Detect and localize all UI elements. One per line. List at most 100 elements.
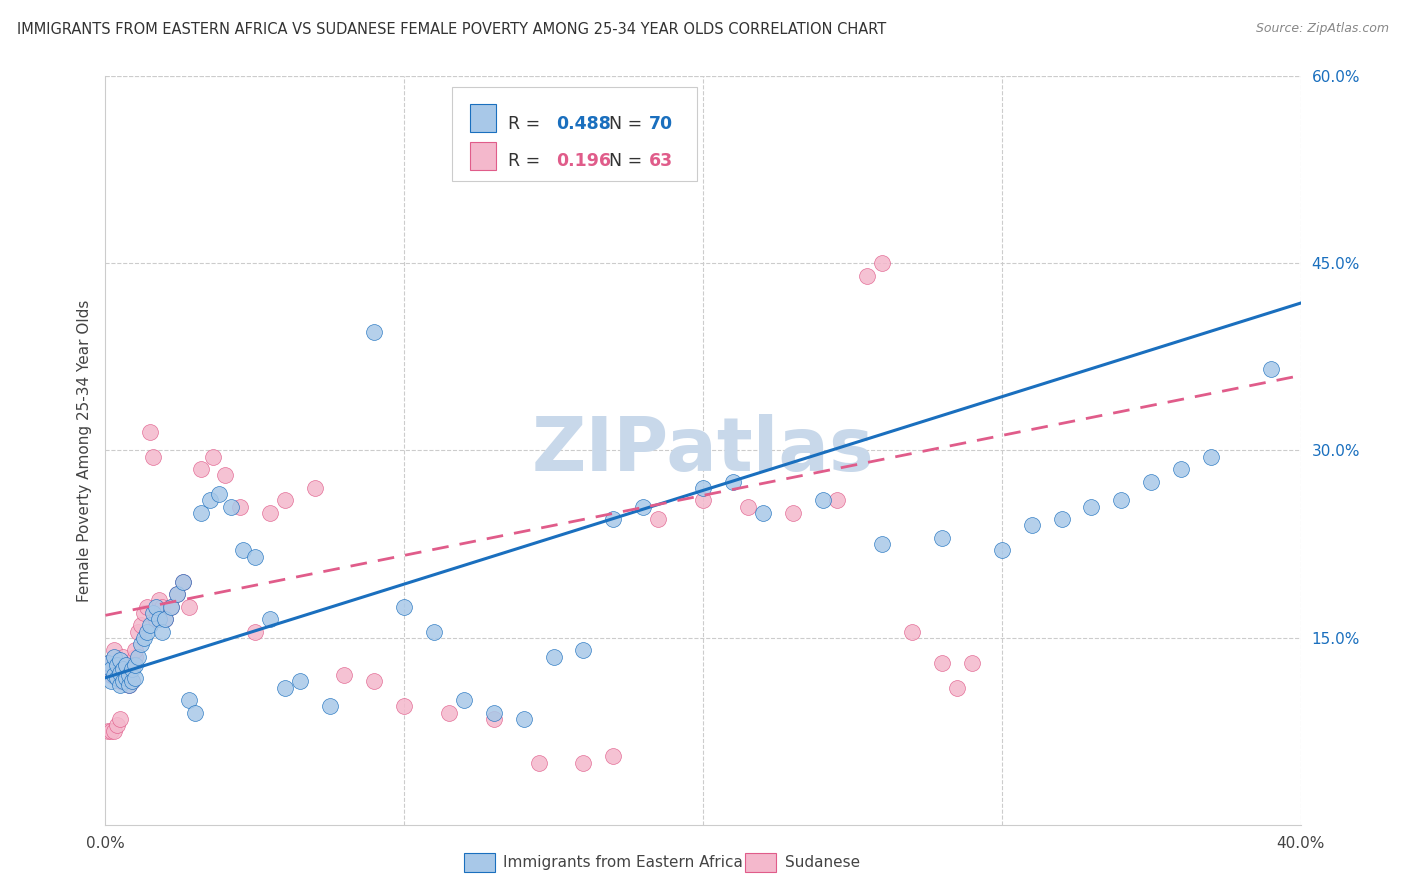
- Point: [1170, 462, 1192, 476]
- Point: [363, 325, 385, 339]
- Point: [782, 506, 804, 520]
- Point: [333, 668, 356, 682]
- Point: [129, 637, 153, 651]
- Point: [124, 649, 146, 664]
- Point: [527, 756, 550, 770]
- Point: [394, 599, 416, 614]
- Point: [118, 668, 141, 682]
- Point: [97, 656, 120, 670]
- Point: [177, 599, 201, 614]
- FancyBboxPatch shape: [470, 142, 496, 170]
- Point: [960, 656, 983, 670]
- Point: [184, 706, 207, 720]
- Point: [150, 624, 173, 639]
- Point: [124, 643, 146, 657]
- Point: [166, 587, 188, 601]
- Point: [160, 599, 183, 614]
- Point: [139, 618, 162, 632]
- Point: [198, 493, 221, 508]
- Point: [602, 512, 624, 526]
- Point: [112, 649, 135, 664]
- Point: [232, 543, 254, 558]
- Point: [110, 653, 132, 667]
- Point: [136, 599, 159, 614]
- Point: [112, 662, 135, 676]
- Point: [115, 671, 138, 685]
- Point: [100, 668, 122, 682]
- Text: 0.488: 0.488: [555, 114, 610, 133]
- Point: [304, 481, 326, 495]
- Point: [127, 624, 149, 639]
- Point: [97, 724, 120, 739]
- Point: [118, 678, 141, 692]
- Text: R =: R =: [508, 114, 546, 133]
- Point: [155, 612, 177, 626]
- FancyBboxPatch shape: [451, 87, 697, 181]
- Y-axis label: Female Poverty Among 25-34 Year Olds: Female Poverty Among 25-34 Year Olds: [76, 300, 91, 601]
- Point: [190, 506, 212, 520]
- Point: [453, 693, 475, 707]
- Point: [202, 450, 225, 464]
- Point: [1111, 493, 1133, 508]
- Point: [134, 606, 156, 620]
- Point: [1050, 512, 1073, 526]
- Point: [115, 671, 138, 685]
- Point: [946, 681, 969, 695]
- Point: [811, 493, 834, 508]
- Point: [872, 537, 894, 551]
- Point: [148, 612, 170, 626]
- Point: [363, 674, 385, 689]
- Point: [110, 678, 132, 692]
- Point: [259, 612, 281, 626]
- Point: [259, 506, 281, 520]
- Point: [482, 706, 505, 720]
- Point: [127, 649, 149, 664]
- Point: [121, 662, 143, 676]
- Point: [172, 574, 194, 589]
- Point: [103, 643, 125, 657]
- Point: [112, 674, 135, 689]
- Point: [107, 671, 129, 685]
- Point: [145, 612, 167, 626]
- Point: [172, 574, 194, 589]
- Point: [150, 599, 173, 614]
- Point: [134, 631, 156, 645]
- Point: [208, 487, 231, 501]
- Point: [543, 649, 565, 664]
- Point: [148, 593, 170, 607]
- Point: [118, 678, 141, 692]
- Point: [115, 658, 138, 673]
- Point: [751, 506, 773, 520]
- Point: [243, 624, 266, 639]
- Point: [856, 268, 879, 283]
- Text: ZIPatlas: ZIPatlas: [531, 414, 875, 487]
- Point: [100, 662, 122, 676]
- Text: 63: 63: [650, 153, 673, 170]
- Point: [737, 500, 759, 514]
- Point: [602, 749, 624, 764]
- Point: [423, 624, 446, 639]
- Point: [229, 500, 252, 514]
- Text: Sudanese: Sudanese: [785, 855, 859, 870]
- Point: [513, 712, 536, 726]
- Point: [110, 665, 132, 680]
- Point: [827, 493, 849, 508]
- Text: IMMIGRANTS FROM EASTERN AFRICA VS SUDANESE FEMALE POVERTY AMONG 25-34 YEAR OLDS : IMMIGRANTS FROM EASTERN AFRICA VS SUDANE…: [17, 22, 886, 37]
- Point: [219, 500, 242, 514]
- Point: [110, 712, 132, 726]
- Point: [100, 724, 122, 739]
- Point: [100, 674, 122, 689]
- Point: [1021, 518, 1043, 533]
- Text: N =: N =: [598, 153, 648, 170]
- Point: [121, 674, 143, 689]
- Point: [901, 624, 924, 639]
- Point: [273, 493, 295, 508]
- Point: [103, 649, 125, 664]
- Point: [318, 699, 340, 714]
- Point: [160, 599, 183, 614]
- Point: [437, 706, 460, 720]
- Point: [177, 693, 201, 707]
- Point: [633, 500, 655, 514]
- Text: 70: 70: [650, 114, 673, 133]
- Point: [721, 475, 744, 489]
